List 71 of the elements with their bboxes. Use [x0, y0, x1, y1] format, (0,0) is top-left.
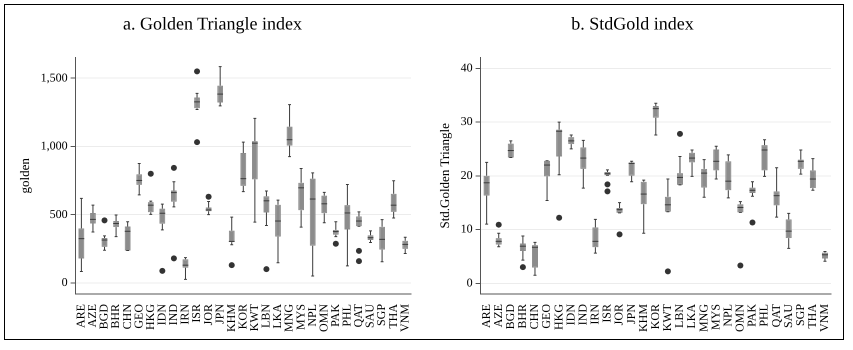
y-tick-label: 500 — [50, 206, 68, 221]
x-tick-label: GEO — [539, 304, 554, 329]
x-tick-label: AZE — [85, 304, 100, 328]
x-tick-label: KOR — [235, 304, 250, 330]
x-tick-label: THA — [805, 304, 820, 329]
x-tick-label: ISR — [189, 304, 204, 323]
x-tick-label: IND — [166, 304, 180, 326]
y-tick-label: 20 — [460, 168, 473, 182]
x-tick-label: ISR — [600, 304, 614, 323]
x-tick-label: KHM — [636, 304, 650, 332]
x-tick-label: NPL — [720, 304, 734, 327]
x-tick-label: THA — [386, 304, 400, 329]
y-tick-label: 1,500 — [40, 70, 68, 84]
x-tick-label: LKA — [270, 304, 284, 329]
x-tick-label: GEO — [131, 304, 146, 329]
y-tick-label: 0 — [62, 275, 68, 290]
x-tick-label: LBN — [258, 304, 273, 328]
x-tick-label: BGD — [502, 304, 517, 330]
y-axis-title: golden — [17, 158, 32, 194]
x-tick-label: JOR — [612, 304, 626, 326]
x-tick-label: HKG — [142, 304, 157, 330]
x-tick-label: VNM — [397, 304, 412, 332]
y-tick-label: 10 — [460, 222, 473, 236]
x-tick-label: LBN — [672, 304, 686, 328]
y-tick-label: 1,000 — [40, 138, 68, 153]
x-tick-label: SGP — [792, 304, 807, 326]
y-tick-label: 40 — [460, 60, 473, 74]
y-axis-title: Std.Golden Triangle — [437, 122, 452, 229]
x-tick-label: ARE — [74, 304, 88, 328]
x-tick-label: OMN — [316, 304, 330, 332]
x-tick-label: BGD — [96, 304, 111, 330]
x-tick-label: LKA — [684, 304, 698, 329]
x-tick-label: KWT — [247, 303, 262, 332]
x-tick-label: SGP — [374, 304, 388, 326]
x-tick-label: SAU — [362, 304, 377, 328]
x-tick-label: MYS — [708, 304, 722, 330]
x-tick-label: MNG — [282, 304, 296, 332]
x-tick-label: IDN — [563, 304, 578, 326]
x-tick-label: CHN — [120, 304, 134, 330]
x-tick-label: SAU — [780, 304, 795, 328]
x-tick-label: QAT — [351, 303, 366, 328]
x-tick-label: PAK — [744, 304, 759, 327]
x-tick-label: ARE — [478, 304, 493, 328]
x-tick-label: CHN — [527, 304, 542, 330]
x-tick-label: JPN — [624, 304, 638, 324]
x-tick-label: PHL — [756, 304, 771, 327]
x-tick-label: NPL — [304, 304, 319, 327]
x-tick-label: PAK — [328, 304, 342, 327]
x-tick-label: KHM — [224, 304, 238, 332]
x-tick-label: HKG — [551, 304, 566, 330]
x-tick-label: JOR — [200, 304, 215, 326]
x-tick-label: BHR — [515, 304, 530, 329]
x-tick-label: OMN — [732, 304, 747, 332]
x-tick-label: BHR — [108, 304, 122, 329]
x-tick-label: IRN — [178, 304, 192, 325]
chart-title: a. Golden Triangle index — [123, 14, 302, 34]
x-tick-label: KOR — [648, 304, 662, 330]
x-tick-label: JPN — [212, 304, 226, 324]
y-tick-label: 30 — [460, 114, 473, 128]
y-tick-label: 0 — [466, 275, 473, 290]
x-tick-label: QAT — [768, 303, 783, 328]
x-tick-label: MYS — [293, 304, 308, 330]
x-tick-label: KWT — [660, 303, 674, 332]
x-tick-label: IRN — [588, 304, 602, 325]
x-tick-label: MNG — [696, 304, 710, 332]
x-tick-label: PHL — [340, 304, 354, 327]
x-tick-label: AZE — [490, 304, 505, 328]
x-tick-label: IND — [575, 304, 590, 326]
x-tick-label: IDN — [154, 304, 168, 326]
x-tick-label: VNM — [817, 304, 832, 332]
chart-title: b. StdGold index — [571, 14, 694, 34]
